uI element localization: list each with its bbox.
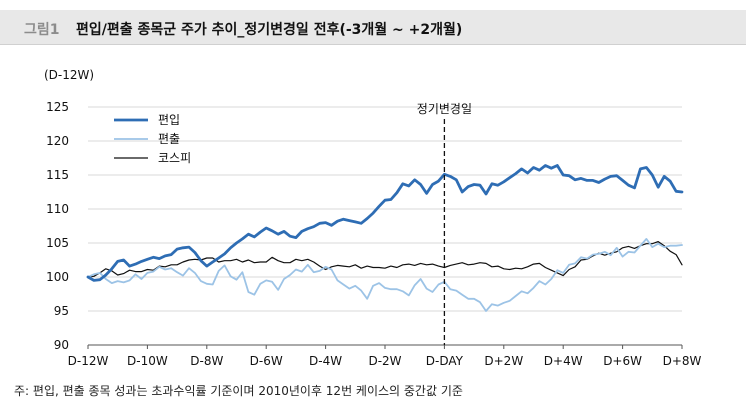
x-tick-label: D+2W — [484, 354, 523, 368]
series-line-inclusion — [86, 164, 684, 282]
series-line-exclusion — [87, 237, 683, 312]
legend-label-inclusion: 편입 — [158, 113, 180, 127]
figure-label: 그림1 — [24, 22, 60, 38]
legend-label-exclusion: 편출 — [158, 132, 180, 146]
x-tick-label: D-2W — [368, 354, 401, 368]
y-tick-label: 125 — [46, 100, 69, 114]
y-tick-label: 120 — [46, 134, 69, 148]
x-tick-label: D+8W — [663, 354, 702, 368]
x-tick-label: D-4W — [309, 354, 342, 368]
x-tick-label: D-DAY — [426, 354, 464, 368]
x-tick-label: D-6W — [250, 354, 283, 368]
y-tick-label: 110 — [46, 202, 69, 216]
y-tick-label: 100 — [46, 270, 69, 284]
x-tick-label: D-10W — [127, 354, 168, 368]
legend-label-kospi: 코스피 — [158, 151, 191, 165]
y-tick-label: 115 — [46, 168, 69, 182]
series-layer — [86, 164, 684, 312]
series-line-kospi — [87, 241, 683, 278]
y-tick-label: 105 — [46, 236, 69, 250]
line-chart: (D-12W) 90 95 100 105 110 115 120 125 D-12W D-10W D… — [44, 68, 702, 368]
figure-title: 편입/편출 종목군 주가 추이_정기변경일 전후(-3개월 ~ +2개월) — [76, 22, 463, 38]
unit-label: (D-12W) — [44, 68, 94, 82]
axis-layer: (D-12W) 90 95 100 105 110 115 120 125 D-12W D-10W D… — [44, 68, 702, 368]
y-tick-label: 90 — [54, 338, 69, 352]
x-tick-label: D+4W — [544, 354, 583, 368]
event-date-label: 정기변경일 — [417, 102, 472, 116]
title-bar — [0, 10, 746, 45]
x-tick-label: D-8W — [190, 354, 223, 368]
y-tick-label: 95 — [54, 304, 69, 318]
x-tick-label: D-12W — [68, 354, 109, 368]
footnote: 주: 편입, 편출 종목 성과는 초과수익률 기준이며 2010년이후 12번 … — [14, 384, 463, 398]
annotation-layer: 정기변경일 — [417, 102, 472, 345]
x-tick-label: D+6W — [603, 354, 642, 368]
grid-layer — [88, 106, 682, 312]
